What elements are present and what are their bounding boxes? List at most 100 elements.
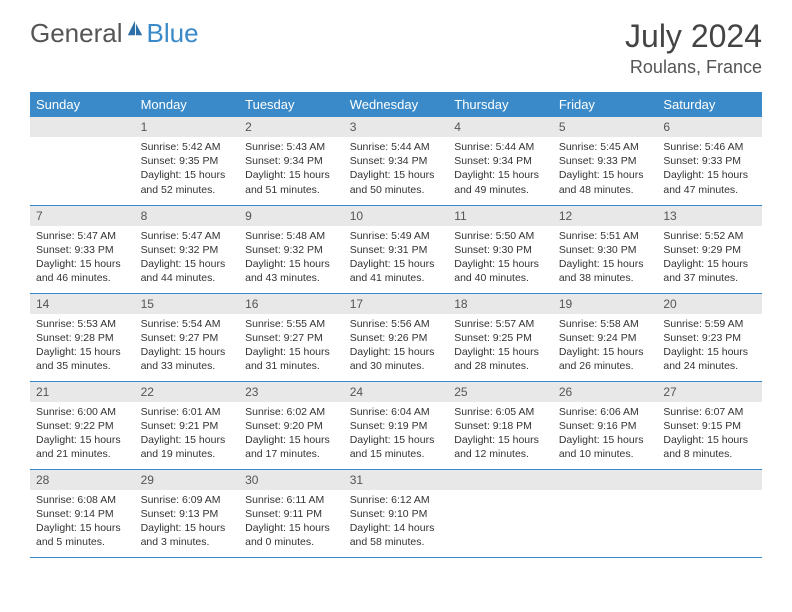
day-body: Sunrise: 6:07 AMSunset: 9:15 PMDaylight:… (657, 402, 762, 466)
sunrise-text: Sunrise: 5:51 AM (559, 229, 652, 243)
day-body: Sunrise: 6:00 AMSunset: 9:22 PMDaylight:… (30, 402, 135, 466)
day-body: Sunrise: 5:52 AMSunset: 9:29 PMDaylight:… (657, 226, 762, 290)
sunrise-text: Sunrise: 6:04 AM (350, 405, 443, 419)
sunset-text: Sunset: 9:34 PM (350, 154, 443, 168)
day-body: Sunrise: 5:53 AMSunset: 9:28 PMDaylight:… (30, 314, 135, 378)
sunset-text: Sunset: 9:30 PM (559, 243, 652, 257)
daylight-text: Daylight: 15 hours and 49 minutes. (454, 168, 547, 196)
sunrise-text: Sunrise: 5:43 AM (245, 140, 338, 154)
daylight-text: Daylight: 15 hours and 24 minutes. (663, 345, 756, 373)
sunrise-text: Sunrise: 5:58 AM (559, 317, 652, 331)
logo-text-blue: Blue (147, 18, 199, 49)
sunset-text: Sunset: 9:31 PM (350, 243, 443, 257)
sunset-text: Sunset: 9:25 PM (454, 331, 547, 345)
day-number: 30 (239, 470, 344, 490)
sunset-text: Sunset: 9:20 PM (245, 419, 338, 433)
sunset-text: Sunset: 9:27 PM (245, 331, 338, 345)
daylight-text: Daylight: 15 hours and 31 minutes. (245, 345, 338, 373)
day-number: 15 (135, 294, 240, 314)
sunset-text: Sunset: 9:29 PM (663, 243, 756, 257)
day-body: Sunrise: 5:46 AMSunset: 9:33 PMDaylight:… (657, 137, 762, 201)
sunset-text: Sunset: 9:10 PM (350, 507, 443, 521)
sunrise-text: Sunrise: 5:49 AM (350, 229, 443, 243)
calendar-table: Sunday Monday Tuesday Wednesday Thursday… (30, 92, 762, 558)
day-body: Sunrise: 6:05 AMSunset: 9:18 PMDaylight:… (448, 402, 553, 466)
sunset-text: Sunset: 9:27 PM (141, 331, 234, 345)
daylight-text: Daylight: 15 hours and 28 minutes. (454, 345, 547, 373)
day-body: Sunrise: 5:57 AMSunset: 9:25 PMDaylight:… (448, 314, 553, 378)
day-body: Sunrise: 5:43 AMSunset: 9:34 PMDaylight:… (239, 137, 344, 201)
sunset-text: Sunset: 9:32 PM (245, 243, 338, 257)
calendar-day-cell: 14Sunrise: 5:53 AMSunset: 9:28 PMDayligh… (30, 293, 135, 381)
day-body (553, 490, 658, 497)
day-number: 6 (657, 117, 762, 137)
calendar-day-cell: 30Sunrise: 6:11 AMSunset: 9:11 PMDayligh… (239, 469, 344, 557)
page-header: General Blue July 2024 Roulans, France (0, 0, 792, 86)
day-number: 25 (448, 382, 553, 402)
sunrise-text: Sunrise: 5:55 AM (245, 317, 338, 331)
sunset-text: Sunset: 9:19 PM (350, 419, 443, 433)
day-number: 13 (657, 206, 762, 226)
sunrise-text: Sunrise: 5:59 AM (663, 317, 756, 331)
daylight-text: Daylight: 15 hours and 0 minutes. (245, 521, 338, 549)
daylight-text: Daylight: 15 hours and 41 minutes. (350, 257, 443, 285)
day-number: 1 (135, 117, 240, 137)
calendar-day-cell: 2Sunrise: 5:43 AMSunset: 9:34 PMDaylight… (239, 117, 344, 205)
daylight-text: Daylight: 15 hours and 21 minutes. (36, 433, 129, 461)
daylight-text: Daylight: 15 hours and 35 minutes. (36, 345, 129, 373)
day-number: 19 (553, 294, 658, 314)
day-number: 3 (344, 117, 449, 137)
daylight-text: Daylight: 15 hours and 8 minutes. (663, 433, 756, 461)
sunset-text: Sunset: 9:30 PM (454, 243, 547, 257)
sunset-text: Sunset: 9:35 PM (141, 154, 234, 168)
day-number (448, 470, 553, 490)
logo-text-general: General (30, 18, 123, 49)
daylight-text: Daylight: 14 hours and 58 minutes. (350, 521, 443, 549)
calendar-week-row: 28Sunrise: 6:08 AMSunset: 9:14 PMDayligh… (30, 469, 762, 557)
day-body (30, 137, 135, 144)
day-body: Sunrise: 5:48 AMSunset: 9:32 PMDaylight:… (239, 226, 344, 290)
day-body: Sunrise: 5:56 AMSunset: 9:26 PMDaylight:… (344, 314, 449, 378)
calendar-day-cell (30, 117, 135, 205)
calendar-day-cell: 26Sunrise: 6:06 AMSunset: 9:16 PMDayligh… (553, 381, 658, 469)
day-number: 14 (30, 294, 135, 314)
calendar-day-cell: 7Sunrise: 5:47 AMSunset: 9:33 PMDaylight… (30, 205, 135, 293)
daylight-text: Daylight: 15 hours and 5 minutes. (36, 521, 129, 549)
location: Roulans, France (625, 57, 762, 78)
calendar-day-cell: 3Sunrise: 5:44 AMSunset: 9:34 PMDaylight… (344, 117, 449, 205)
day-number (553, 470, 658, 490)
daylight-text: Daylight: 15 hours and 46 minutes. (36, 257, 129, 285)
calendar-day-cell: 12Sunrise: 5:51 AMSunset: 9:30 PMDayligh… (553, 205, 658, 293)
calendar-day-cell: 18Sunrise: 5:57 AMSunset: 9:25 PMDayligh… (448, 293, 553, 381)
day-body: Sunrise: 5:58 AMSunset: 9:24 PMDaylight:… (553, 314, 658, 378)
calendar-day-cell: 15Sunrise: 5:54 AMSunset: 9:27 PMDayligh… (135, 293, 240, 381)
day-number: 24 (344, 382, 449, 402)
calendar-day-cell: 31Sunrise: 6:12 AMSunset: 9:10 PMDayligh… (344, 469, 449, 557)
day-body: Sunrise: 5:54 AMSunset: 9:27 PMDaylight:… (135, 314, 240, 378)
daylight-text: Daylight: 15 hours and 40 minutes. (454, 257, 547, 285)
sunset-text: Sunset: 9:34 PM (454, 154, 547, 168)
day-number (30, 117, 135, 137)
weekday-header-row: Sunday Monday Tuesday Wednesday Thursday… (30, 92, 762, 117)
sunrise-text: Sunrise: 6:07 AM (663, 405, 756, 419)
day-body: Sunrise: 6:04 AMSunset: 9:19 PMDaylight:… (344, 402, 449, 466)
calendar-day-cell: 24Sunrise: 6:04 AMSunset: 9:19 PMDayligh… (344, 381, 449, 469)
title-block: July 2024 Roulans, France (625, 18, 762, 78)
weekday-header: Tuesday (239, 92, 344, 117)
sunrise-text: Sunrise: 5:57 AM (454, 317, 547, 331)
sunrise-text: Sunrise: 5:52 AM (663, 229, 756, 243)
day-number: 21 (30, 382, 135, 402)
weekday-header: Sunday (30, 92, 135, 117)
day-body: Sunrise: 6:06 AMSunset: 9:16 PMDaylight:… (553, 402, 658, 466)
sunset-text: Sunset: 9:21 PM (141, 419, 234, 433)
sunset-text: Sunset: 9:23 PM (663, 331, 756, 345)
sunrise-text: Sunrise: 5:54 AM (141, 317, 234, 331)
daylight-text: Daylight: 15 hours and 38 minutes. (559, 257, 652, 285)
sunset-text: Sunset: 9:33 PM (559, 154, 652, 168)
weekday-header: Wednesday (344, 92, 449, 117)
month-title: July 2024 (625, 18, 762, 55)
day-number: 26 (553, 382, 658, 402)
sunset-text: Sunset: 9:28 PM (36, 331, 129, 345)
day-number (657, 470, 762, 490)
sunrise-text: Sunrise: 5:46 AM (663, 140, 756, 154)
